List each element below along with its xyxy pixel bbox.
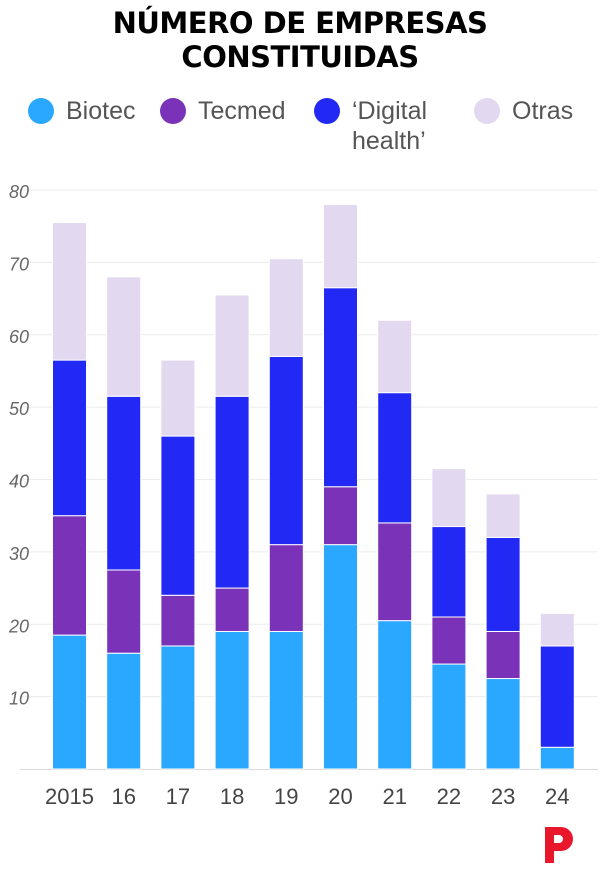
y-tick-label: 40 bbox=[9, 472, 29, 492]
legend-item-tecmed: Tecmed bbox=[160, 96, 286, 126]
bar-segment-digital-health bbox=[323, 287, 358, 488]
bar-segment-otras bbox=[160, 359, 196, 437]
legend-swatch-tecmed bbox=[160, 98, 186, 124]
chart-title-line-2: CONSTITUIDAS bbox=[181, 40, 419, 74]
legend-item-otras: Otras bbox=[474, 96, 573, 126]
bar-segment-tecmed bbox=[106, 569, 142, 654]
chart-legend: Biotec Tecmed ‘Digital health’ Otras bbox=[0, 96, 600, 166]
x-tick-label: 20 bbox=[328, 784, 352, 809]
bar-segment-otras bbox=[106, 276, 142, 397]
bar-segment-biotec bbox=[268, 630, 304, 770]
x-tick-label: 19 bbox=[274, 784, 298, 809]
x-tick-label: 18 bbox=[220, 784, 244, 809]
legend-label-digital-health: ‘Digital health’ bbox=[352, 97, 428, 155]
bar-segment-digital-health bbox=[539, 645, 575, 748]
y-tick-label: 60 bbox=[9, 327, 29, 347]
chart-title: NÚMERO DE EMPRESAS CONSTITUIDAS bbox=[0, 6, 600, 74]
p-logo-icon bbox=[545, 827, 573, 863]
bar-segment-otras bbox=[431, 468, 467, 528]
y-tick-label: 50 bbox=[9, 399, 29, 419]
bar-segment-biotec bbox=[52, 634, 87, 770]
x-tick-label: 22 bbox=[437, 784, 461, 809]
legend-swatch-biotec bbox=[28, 98, 54, 124]
bar-segment-tecmed bbox=[52, 515, 87, 636]
bar-segment-biotec bbox=[106, 652, 142, 770]
y-tick-label: 80 bbox=[9, 182, 29, 202]
bar-segment-digital-health bbox=[160, 435, 196, 596]
y-tick-label: 10 bbox=[9, 689, 29, 709]
bar-segment-otras bbox=[268, 258, 304, 357]
bar-segment-tecmed bbox=[214, 587, 250, 632]
legend-swatch-digital-health bbox=[314, 98, 340, 124]
bar-segment-digital-health bbox=[52, 359, 87, 517]
bar-segment-tecmed bbox=[268, 544, 304, 632]
x-tick-label: 16 bbox=[111, 784, 135, 809]
x-tick-label: 2015 bbox=[45, 784, 94, 809]
x-tick-label: 21 bbox=[382, 784, 406, 809]
legend-item-digital-health: ‘Digital health’ bbox=[314, 96, 462, 156]
y-tick-label: 20 bbox=[8, 616, 29, 636]
y-tick-label: 70 bbox=[9, 254, 29, 274]
legend-label-biotec: Biotec bbox=[66, 97, 136, 125]
legend-swatch-otras bbox=[474, 98, 500, 124]
bar-segment-otras bbox=[485, 493, 521, 538]
bar-segment-tecmed bbox=[485, 630, 521, 680]
y-tick-label: 30 bbox=[9, 544, 29, 564]
bar-segment-digital-health bbox=[431, 526, 467, 618]
bar-segment-tecmed bbox=[377, 522, 413, 622]
bar-segment-tecmed bbox=[323, 486, 358, 546]
bar-segment-digital-health bbox=[485, 536, 521, 632]
bar-segment-biotec bbox=[323, 544, 358, 770]
bar-segment-biotec bbox=[539, 746, 575, 770]
bar-segment-digital-health bbox=[106, 395, 142, 571]
bar-segment-biotec bbox=[485, 678, 521, 770]
bar-segment-digital-health bbox=[214, 395, 250, 589]
bar-segment-biotec bbox=[431, 663, 467, 770]
bar-segment-otras bbox=[214, 294, 250, 397]
legend-label-otras: Otras bbox=[512, 97, 574, 125]
bar-segment-digital-health bbox=[377, 392, 413, 524]
x-tick-label: 17 bbox=[166, 784, 190, 809]
bar-segment-tecmed bbox=[160, 594, 196, 647]
bar-segment-otras bbox=[52, 222, 87, 361]
bar-segment-biotec bbox=[214, 630, 250, 770]
bar-segment-biotec bbox=[377, 620, 413, 770]
bar-segment-digital-health bbox=[268, 355, 304, 546]
chart-title-line-1: NÚMERO DE EMPRESAS bbox=[112, 6, 488, 40]
legend-label-tecmed: Tecmed bbox=[198, 97, 286, 125]
bar-segment-otras bbox=[539, 612, 575, 647]
bar-segment-tecmed bbox=[431, 616, 467, 665]
legend-item-biotec: Biotec bbox=[28, 96, 135, 126]
bar-segment-otras bbox=[323, 203, 358, 289]
x-tick-label: 23 bbox=[491, 784, 515, 809]
bar-segment-biotec bbox=[160, 645, 196, 770]
bar-segment-otras bbox=[377, 319, 413, 394]
x-tick-label: 24 bbox=[545, 784, 569, 809]
